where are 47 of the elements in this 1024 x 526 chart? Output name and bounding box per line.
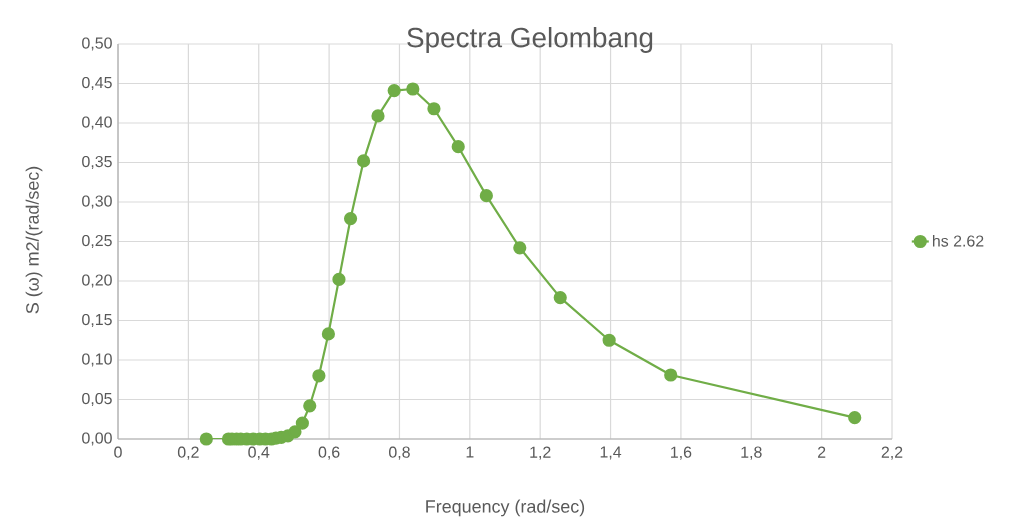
x-tick-label: 1,2 bbox=[530, 446, 551, 460]
point bbox=[312, 369, 326, 383]
y-tick-label: 0,00 bbox=[82, 432, 112, 446]
point bbox=[303, 399, 317, 413]
x-tick-label: 2,2 bbox=[881, 446, 903, 460]
x-tick-label: 0,8 bbox=[389, 446, 410, 460]
x-tick-label: 1 bbox=[466, 446, 474, 458]
point bbox=[479, 189, 493, 203]
x-tick-label: 1,8 bbox=[741, 446, 762, 460]
point bbox=[371, 109, 385, 123]
x-tick-label: 2 bbox=[818, 446, 826, 458]
y-tick-label: 0,35 bbox=[82, 155, 112, 170]
point bbox=[513, 241, 527, 255]
point bbox=[427, 102, 441, 116]
y-axis-title: S (ω) m2/(rad/sec) bbox=[25, 166, 43, 314]
x-tick-label: 0 bbox=[114, 446, 122, 458]
point bbox=[288, 425, 302, 439]
y-tick-label: 0,40 bbox=[82, 116, 112, 130]
legend-label: hs 2.62 bbox=[932, 234, 984, 247]
x-axis-title: Frequency (rad/sec) bbox=[426, 499, 585, 517]
x-tick-label: 1,6 bbox=[671, 446, 692, 460]
point bbox=[406, 82, 420, 96]
x-tick-label: 0,2 bbox=[177, 446, 199, 460]
chart-title: Spectra Gelombang bbox=[407, 27, 653, 53]
point bbox=[295, 416, 309, 430]
y-tick-label: 0,30 bbox=[82, 195, 112, 209]
point bbox=[664, 368, 678, 382]
point bbox=[387, 84, 401, 98]
y-tick-label: 0,05 bbox=[82, 392, 112, 407]
x-tick-label: 0,4 bbox=[248, 446, 270, 460]
point bbox=[602, 333, 616, 347]
point bbox=[356, 154, 371, 168]
y-tick-label: 0,45 bbox=[82, 76, 112, 91]
x-tick-label: 1,4 bbox=[600, 446, 622, 460]
point bbox=[321, 327, 335, 341]
point bbox=[199, 432, 213, 446]
point bbox=[343, 211, 358, 226]
y-tick-label: 0,10 bbox=[82, 353, 112, 367]
point bbox=[553, 290, 567, 305]
y-tick-label: 0,15 bbox=[82, 313, 112, 328]
point bbox=[848, 411, 862, 425]
y-tick-label: 0,25 bbox=[82, 234, 112, 249]
y-tick-label: 0,50 bbox=[82, 37, 112, 51]
x-tick-label: 0,6 bbox=[318, 446, 340, 460]
y-tick-label: 0,20 bbox=[82, 274, 112, 288]
point bbox=[332, 272, 346, 287]
point bbox=[451, 140, 465, 154]
